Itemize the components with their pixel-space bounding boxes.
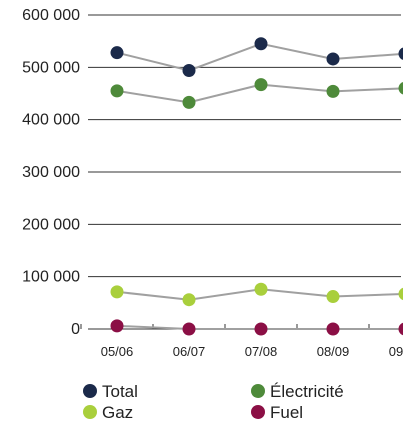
- axes: 600 000 500 000 400 000 300 000 200 000 100 0…: [22, 7, 403, 359]
- data-point: [327, 323, 340, 336]
- data-point: [399, 323, 403, 336]
- legend-marker: [251, 384, 265, 398]
- data-point: [327, 85, 340, 98]
- x-tick-label: 08/09: [317, 344, 350, 359]
- data-point: [255, 78, 268, 91]
- data-point: [399, 287, 403, 300]
- data-point: [255, 283, 268, 296]
- legend: Total Électricité Gaz Fuel: [83, 382, 344, 422]
- data-point: [183, 64, 196, 77]
- y-tick-label: 200 000: [22, 216, 80, 233]
- legend-label: Gaz: [102, 403, 133, 422]
- grid-lines: [88, 15, 401, 277]
- data-point: [111, 46, 124, 59]
- legend-marker: [83, 384, 97, 398]
- data-point: [399, 82, 403, 95]
- legend-marker: [251, 405, 265, 419]
- x-tick-label: 09/10: [389, 344, 403, 359]
- y-tick-label: 300 000: [22, 164, 80, 181]
- legend-label: Total: [102, 382, 138, 401]
- data-point: [183, 293, 196, 306]
- x-tick-label: 05/06: [101, 344, 134, 359]
- legend-label: Fuel: [270, 403, 303, 422]
- y-tick-label: 100 000: [22, 269, 80, 286]
- data-point: [327, 52, 340, 65]
- data-point: [255, 323, 268, 336]
- data-point: [255, 37, 268, 50]
- legend-label: Électricité: [270, 382, 344, 401]
- data-point: [111, 84, 124, 97]
- y-tick-label: 500 000: [22, 59, 80, 76]
- x-tick-label: 06/07: [173, 344, 206, 359]
- y-tick-label: 400 000: [22, 112, 80, 129]
- y-tick-label: 0: [71, 321, 80, 338]
- data-point: [399, 47, 403, 60]
- data-point: [327, 290, 340, 303]
- data-point: [183, 96, 196, 109]
- legend-marker: [83, 405, 97, 419]
- y-tick-label: 600 000: [22, 7, 80, 24]
- x-tick-label: 07/08: [245, 344, 278, 359]
- data-point: [111, 319, 124, 332]
- data-point: [183, 323, 196, 336]
- series-points: [111, 37, 403, 335]
- data-point: [111, 285, 124, 298]
